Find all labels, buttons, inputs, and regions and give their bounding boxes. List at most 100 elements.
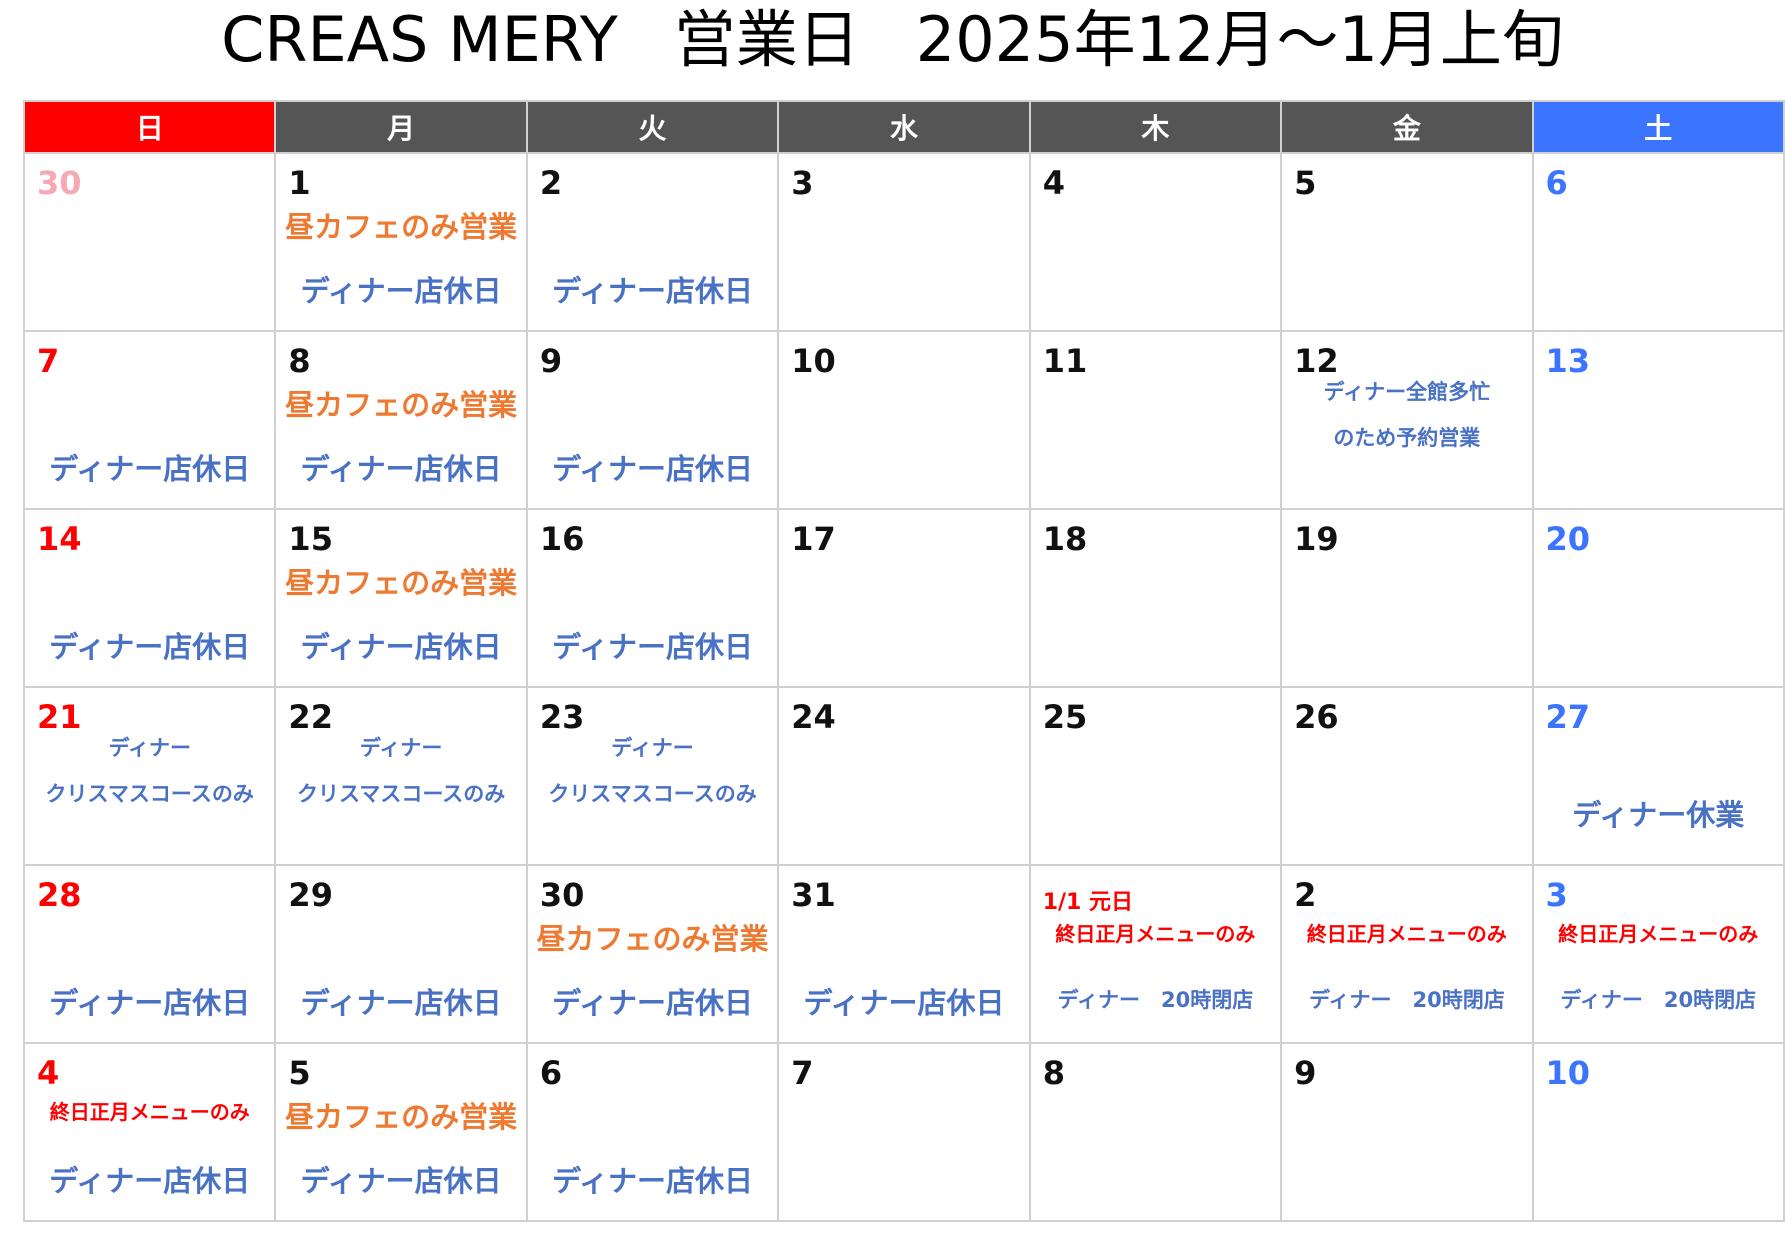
- day-note: ディナー店休日: [49, 630, 251, 664]
- day-note: ディナー休業: [1572, 798, 1745, 832]
- day-number: 6: [1545, 164, 1568, 202]
- day-number: 25: [1042, 698, 1088, 736]
- day-note: ディナー店休日: [300, 1164, 502, 1198]
- calendar-day-cell: 1/1 元日終日正月メニューのみ ディナー 20時閉店: [1028, 864, 1283, 1044]
- day-note: のため予約営業: [1333, 426, 1481, 450]
- day-number: 5: [1294, 164, 1317, 202]
- day-note: 終日正月メニューのみ: [1558, 922, 1759, 946]
- calendar-day-cell: 2 ディナー店休日: [525, 152, 780, 332]
- day-note: 昼カフェのみ営業: [285, 1100, 518, 1134]
- day-number: 3: [791, 164, 814, 202]
- calendar-body: 30 1 昼カフェのみ営業 ディナー店休日 2 ディナー店休日 3 4 5 6 7 ディナー店休日 8 昼…: [22, 152, 1785, 1222]
- day-number: 26: [1294, 698, 1339, 736]
- day-number: 12: [1294, 342, 1339, 380]
- day-note: ディナー 20時閉店: [1560, 988, 1757, 1012]
- day-note: ディナー 20時閉店: [1308, 988, 1505, 1012]
- day-number: 21: [37, 698, 82, 736]
- day-number: 2: [1294, 876, 1317, 914]
- day-number: 27: [1545, 698, 1591, 736]
- day-number: 8: [288, 342, 311, 380]
- day-number: 14: [37, 520, 82, 558]
- weekday-monday: 月: [274, 100, 528, 154]
- day-number: 22: [288, 698, 333, 736]
- day-note: ディナー店休日: [552, 452, 754, 486]
- calendar-day-cell: 4: [1028, 152, 1283, 332]
- day-note: ディナー店休日: [49, 1164, 251, 1198]
- day-note: ディナー店休日: [49, 986, 251, 1020]
- calendar-day-cell: 30 昼カフェのみ営業 ディナー店休日: [525, 864, 780, 1044]
- weekday-thursday: 木: [1028, 100, 1283, 154]
- day-note: 終日正月メニューのみ: [1055, 922, 1256, 946]
- day-note: ディナー店休日: [552, 274, 754, 308]
- weekday-sunday: 日: [22, 100, 277, 154]
- day-number: 13: [1545, 342, 1591, 380]
- weekday-tuesday: 火: [525, 100, 780, 154]
- calendar-day-cell: 5: [1280, 152, 1534, 332]
- day-note: ディナー 20時閉店: [1057, 988, 1254, 1012]
- day-number: 9: [1294, 1054, 1317, 1092]
- calendar-day-cell: 9 ディナー店休日: [525, 330, 780, 510]
- calendar-day-cell: 7 ディナー店休日: [22, 330, 277, 510]
- day-note: ディナー店休日: [49, 452, 251, 486]
- day-number: 7: [791, 1054, 814, 1092]
- day-note: ディナー店休日: [803, 986, 1005, 1020]
- calendar-day-cell: 25: [1028, 686, 1283, 866]
- day-note: ディナー: [359, 736, 443, 760]
- day-number: 30: [37, 164, 82, 202]
- day-note: ディナー店休日: [552, 986, 754, 1020]
- day-number: 6: [539, 1054, 563, 1092]
- calendar-day-cell: 7: [777, 1042, 1031, 1222]
- calendar-day-cell: 28 ディナー店休日: [22, 864, 277, 1044]
- day-number: 3: [1545, 876, 1568, 914]
- calendar-week-row: 30 1 昼カフェのみ営業 ディナー店休日 2 ディナー店休日 3 4 5 6: [22, 152, 1785, 332]
- day-number: 23: [539, 698, 585, 736]
- day-note: 終日正月メニューのみ: [49, 1100, 250, 1124]
- day-number: 1/1 元日: [1042, 890, 1133, 915]
- calendar-day-cell: 12 ディナー全館多忙 のため予約営業: [1280, 330, 1534, 510]
- day-number: 4: [1042, 164, 1065, 202]
- calendar-day-cell: 5 昼カフェのみ営業 ディナー店休日: [274, 1042, 528, 1222]
- calendar-day-cell: 26: [1280, 686, 1534, 866]
- day-note: ディナー: [108, 736, 191, 760]
- day-number: 24: [791, 698, 836, 736]
- day-note: 終日正月メニューのみ: [1306, 922, 1507, 946]
- day-note: ディナー店休日: [300, 274, 502, 308]
- calendar-day-cell: 10: [1531, 1042, 1785, 1222]
- calendar-day-cell: 6 ディナー店休日: [525, 1042, 780, 1222]
- day-note: 昼カフェのみ営業: [285, 210, 518, 244]
- day-number: 1: [288, 164, 311, 202]
- day-number: 28: [37, 876, 82, 914]
- weekday-saturday: 土: [1531, 100, 1785, 154]
- title-brand: CREAS MERY: [221, 3, 618, 76]
- day-number: 5: [288, 1054, 311, 1092]
- calendar-week-row: 14 ディナー店休日 15 昼カフェのみ営業 ディナー店休日 16 ディナー店休日 17 18 1…: [22, 508, 1785, 688]
- day-number: 4: [37, 1054, 60, 1092]
- calendar-week-row: 7 ディナー店休日 8 昼カフェのみ営業 ディナー店休日 9 ディナー店休日 10 11 12 ディ…: [22, 330, 1785, 510]
- day-note: 昼カフェのみ営業: [285, 566, 518, 600]
- day-number: 18: [1042, 520, 1088, 558]
- weekday-friday: 金: [1280, 100, 1534, 154]
- day-number: 10: [1545, 1054, 1591, 1092]
- calendar-day-cell: 14 ディナー店休日: [22, 508, 277, 688]
- weekday-wednesday: 水: [777, 100, 1031, 154]
- day-number: 10: [791, 342, 836, 380]
- calendar-day-cell: 2 終日正月メニューのみ ディナー 20時閉店: [1280, 864, 1534, 1044]
- calendar-day-cell: 8: [1028, 1042, 1283, 1222]
- page-title: CREAS MERY 営業日 2025年12月～1月上旬: [0, 0, 1785, 86]
- title-label: 営業日: [673, 3, 860, 76]
- calendar-week-row: 4 終日正月メニューのみディナー店休日 5 昼カフェのみ営業 ディナー店休日 6 ディナー店…: [22, 1042, 1785, 1222]
- calendar-day-cell: 18: [1028, 508, 1283, 688]
- day-number: 15: [288, 520, 333, 558]
- day-note: ディナー店休日: [552, 1164, 754, 1198]
- day-note: ディナー全館多忙: [1323, 380, 1491, 404]
- day-note: 昼カフェのみ営業: [536, 922, 769, 956]
- calendar-day-cell: 24: [777, 686, 1031, 866]
- calendar-day-cell: 19: [1280, 508, 1534, 688]
- day-number: 8: [1042, 1054, 1065, 1092]
- day-note: ディナー: [611, 736, 694, 760]
- calendar-day-cell: 15 昼カフェのみ営業 ディナー店休日: [274, 508, 528, 688]
- calendar-week-row: 28 ディナー店休日 29 ディナー店休日 30 昼カフェのみ営業 ディナー店休日 31 ディナ…: [22, 864, 1785, 1044]
- day-note: ディナー店休日: [552, 630, 754, 664]
- day-number: 16: [539, 520, 585, 558]
- calendar-day-cell: 31 ディナー店休日: [777, 864, 1031, 1044]
